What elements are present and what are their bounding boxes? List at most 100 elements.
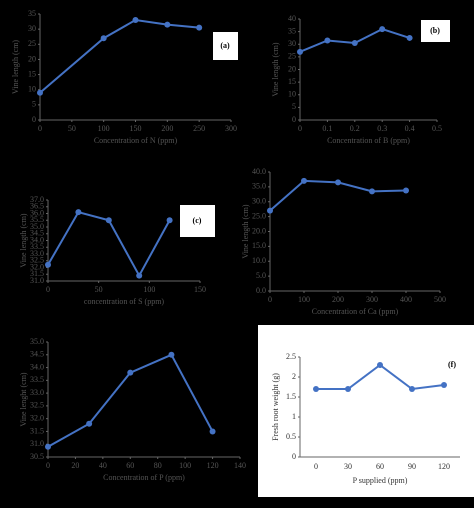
x-tick-label: 120 [438,462,450,471]
y-tick-label: 10 [288,90,296,99]
data-point [406,34,413,41]
y-tick-label: 25 [28,39,36,48]
x-tick-label: 0.3 [377,124,387,133]
y-tick-label: 2.5 [286,352,296,361]
annotation: (b) [430,26,440,35]
y-tick-label: 35.5 [30,215,44,224]
data-point [132,17,139,24]
x-tick-label: 300 [366,295,378,304]
y-tick-label: 31.5 [30,269,44,278]
y-tick-label: 31.0 [30,276,44,285]
y-tick-label: 30.5 [30,452,44,461]
x-tick-label: 500 [434,295,446,304]
annotation: (f) [448,360,456,369]
y-tick-label: 37.0 [30,195,44,204]
y-axis-label: Fresh root weight (g) [271,373,280,441]
x-tick-label: 0 [46,285,50,294]
data-point [441,382,447,388]
y-tick-label: 33.0 [30,388,44,397]
y-tick-label: 25.0 [252,211,266,220]
annotation-box [180,205,215,237]
x-axis-label: Concentration of Ca (ppm) [312,307,399,316]
data-point [196,24,203,31]
data-point [136,272,143,279]
data-point [45,261,51,268]
x-tick-label: 0 [46,461,50,470]
data-point [86,420,93,427]
x-tick-label: 50 [95,285,103,294]
data-point [100,35,107,42]
x-tick-label: 0 [298,124,302,133]
x-tick-label: 40 [99,461,107,470]
x-axis-label: P supplied (ppm) [353,476,408,485]
x-axis-label: Concentration of N (ppm) [94,136,178,145]
data-point [105,217,112,224]
y-tick-label: 10.0 [252,256,266,265]
y-tick-label: 34.5 [30,350,44,359]
y-axis-label: Vine length (cm) [11,40,20,95]
y-axis-label: Vine length (cm) [19,213,28,268]
panel-f-background [258,325,474,497]
data-point [409,386,415,392]
data-point [369,188,375,195]
y-axis-label: Vine lenght (cm) [19,372,28,427]
y-tick-label: 1.5 [286,392,296,401]
x-tick-label: 80 [154,461,162,470]
y-axis-label: Vine length (cm) [241,204,250,259]
y-tick-label: 15 [28,69,36,78]
y-tick-label: 33.5 [30,375,44,384]
y-tick-label: 5.0 [256,271,266,280]
y-tick-label: 30 [28,24,36,33]
x-tick-label: 60 [376,462,384,471]
y-tick-label: 0 [292,452,296,461]
x-axis-label: Concentration of P (ppm) [103,473,185,482]
x-tick-label: 0.4 [405,124,415,133]
x-tick-label: 0 [268,295,272,304]
x-axis-label: concentration of S (ppm) [84,297,165,306]
y-tick-label: 40.0 [252,167,266,176]
y-tick-label: 2 [292,372,296,381]
y-tick-label: 31.0 [30,439,44,448]
y-tick-label: 20 [28,54,36,63]
y-tick-label: 35 [28,9,36,18]
x-tick-label: 100 [179,461,191,470]
data-point [168,351,175,358]
y-tick-label: 15.0 [252,241,266,250]
y-tick-label: 30.0 [252,197,266,206]
data-point [37,89,43,96]
x-tick-label: 50 [68,124,76,133]
y-tick-label: 5 [32,100,36,109]
y-tick-label: 32.5 [30,256,44,265]
x-tick-label: 20 [71,461,79,470]
y-tick-label: 10 [28,85,36,94]
x-tick-label: 150 [194,285,206,294]
x-tick-label: 100 [143,285,155,294]
y-tick-label: 40 [288,14,296,23]
data-point [301,177,307,184]
y-tick-label: 20.0 [252,226,266,235]
x-tick-label: 120 [207,461,219,470]
data-point [324,37,331,44]
x-tick-label: 200 [161,124,173,133]
y-tick-label: 33.5 [30,242,44,251]
y-tick-label: 0.5 [286,432,296,441]
x-tick-label: 0.5 [432,124,442,133]
data-point [45,443,51,450]
x-tick-label: 150 [130,124,142,133]
y-tick-label: 31.5 [30,426,44,435]
y-tick-label: 32.0 [30,413,44,422]
y-tick-label: 36.0 [30,208,44,217]
x-tick-label: 250 [193,124,205,133]
x-tick-label: 100 [298,295,310,304]
y-tick-label: 15 [288,77,296,86]
annotation: (c) [193,216,202,225]
y-tick-label: 34.0 [30,235,44,244]
x-tick-label: 0.2 [350,124,360,133]
y-tick-label: 33.0 [30,249,44,258]
y-tick-label: 35.0 [30,337,44,346]
y-tick-label: 35 [288,26,296,35]
x-tick-label: 100 [98,124,110,133]
y-tick-label: 30 [288,39,296,48]
y-tick-label: 20 [288,64,296,73]
